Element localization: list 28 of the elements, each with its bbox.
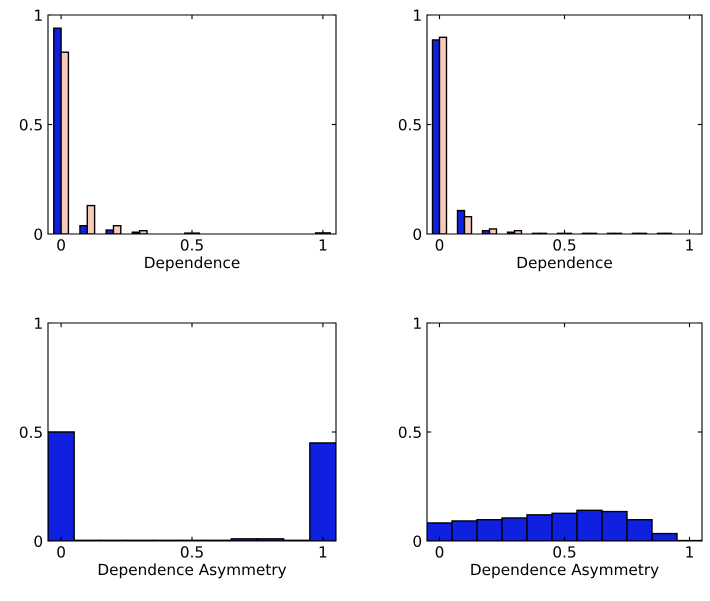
y-tick-label: 1 (35, 318, 42, 329)
x-tick-label: 0 (57, 546, 65, 558)
x-axis-title: Dependence Asymmetry (98, 563, 286, 578)
y-tick-label: 1 (35, 10, 42, 21)
x-tick-label: 1 (686, 239, 693, 250)
y-tick-label: 0 (34, 535, 42, 548)
x-axis-title: Dependence (518, 256, 612, 272)
y-tick-label: 1 (414, 318, 421, 329)
y-tick-label: 0 (413, 228, 422, 240)
x-tick-label: 0 (436, 239, 444, 251)
y-tick-label: 0.5 (398, 118, 421, 131)
y-tick-label: 1 (414, 10, 421, 21)
x-tick-label: 0 (57, 239, 65, 251)
x-tick-label: 0.5 (180, 546, 203, 558)
x-tick-label: 1 (686, 546, 693, 558)
x-tick-label: 1 (320, 546, 326, 558)
x-tick-label: 0 (436, 546, 444, 558)
y-tick-label: 0.5 (20, 426, 42, 438)
y-tick-label: 0 (34, 228, 42, 240)
x-axis-title: Dependence (145, 256, 240, 272)
x-tick-label: 1 (320, 239, 326, 250)
y-tick-label: 0 (413, 535, 422, 548)
y-tick-label: 0.5 (20, 118, 42, 131)
x-tick-label: 0.5 (553, 546, 576, 558)
x-axis-title: Dependence Asymmetry (471, 563, 659, 578)
x-tick-label: 0.5 (553, 239, 576, 251)
y-tick-label: 0.5 (398, 426, 421, 438)
x-tick-label: 0.5 (180, 239, 203, 251)
